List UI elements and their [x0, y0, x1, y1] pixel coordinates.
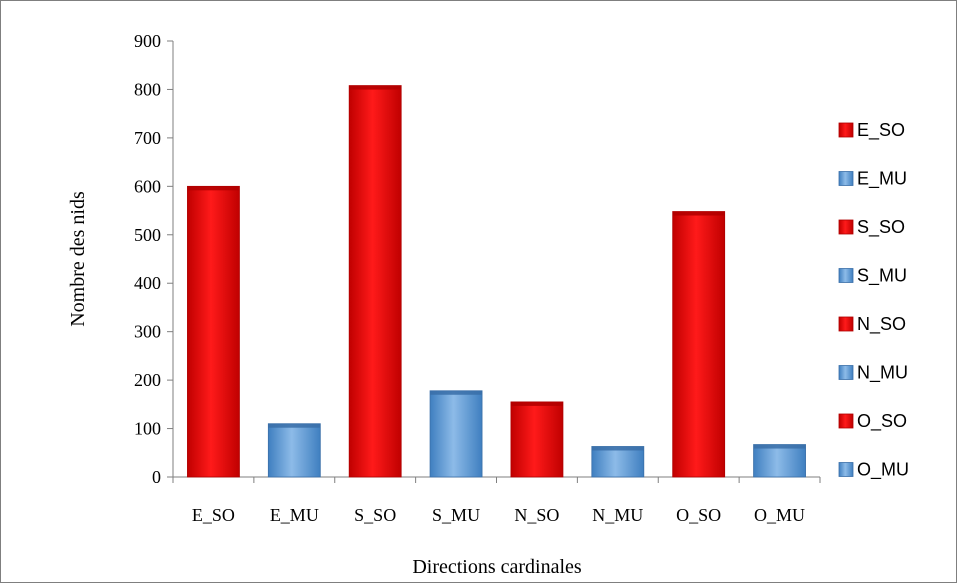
bar-body: [672, 211, 726, 478]
y-axis-title: Nombre des nids: [67, 191, 89, 327]
legend-swatch: [838, 462, 854, 477]
legend-item: N_SO: [838, 314, 906, 335]
bar-n-so: [510, 401, 564, 478]
y-tick-label: 700: [134, 128, 161, 148]
bar-top-cap: [753, 444, 806, 449]
legend-label: N_MU: [857, 363, 908, 384]
legend-swatch: [838, 316, 854, 332]
y-tick-label: 500: [134, 225, 161, 245]
y-tick-label: 100: [134, 419, 161, 439]
legend-swatch: [838, 171, 854, 186]
bar-top-cap: [510, 401, 563, 406]
legend-swatch: [838, 219, 854, 235]
y-tick-label: 200: [134, 370, 161, 390]
legend-item: O_MU: [838, 460, 909, 481]
bar-body: [187, 185, 240, 478]
legend-swatch: [838, 365, 854, 380]
bar-s-so: [348, 85, 402, 478]
bar-body: [348, 85, 402, 478]
x-tick-label: O_MU: [754, 505, 805, 525]
bar-n-mu: [591, 446, 645, 478]
bar-body: [429, 390, 483, 478]
legend-label: O_MU: [857, 460, 909, 481]
bar-top-cap: [672, 211, 725, 216]
y-tick-label: 300: [134, 322, 161, 342]
x-axis: E_SO E_MU S_SO S_MU N_SO N_MU O_SO O_MU: [172, 476, 821, 525]
legend-item: E_SO: [838, 120, 905, 141]
legend: E_SO E_MU S_SO S_MU N_SO N_MU O_SO O_MU: [838, 120, 909, 481]
bar-o-mu: [753, 444, 806, 478]
bar-top-cap: [591, 446, 644, 451]
bar-body: [753, 444, 806, 478]
legend-label: E_SO: [857, 120, 905, 141]
legend-swatch: [838, 268, 854, 283]
x-tick-label: S_SO: [354, 505, 396, 525]
bar-body: [267, 423, 321, 478]
x-tick-label: N_MU: [592, 505, 643, 525]
bar-e-so: [187, 185, 240, 478]
x-tick-label: O_SO: [676, 505, 721, 525]
bar-top-cap: [349, 85, 402, 90]
x-tick-label: E_SO: [192, 505, 235, 525]
legend-label: S_MU: [857, 266, 907, 287]
bar-e-mu: [267, 423, 321, 478]
legend-item: S_MU: [838, 266, 907, 287]
legend-item: O_SO: [838, 411, 907, 432]
bar-s-mu: [429, 390, 483, 478]
x-tick-label: E_MU: [270, 505, 319, 525]
y-tick-label: 600: [134, 176, 161, 196]
x-axis-title: Directions cardinales: [412, 556, 582, 578]
x-tick-label: S_MU: [432, 505, 480, 525]
y-tick-label: 900: [134, 31, 161, 51]
bar-body: [510, 401, 564, 478]
legend-item: S_SO: [838, 217, 905, 238]
legend-label: S_SO: [857, 217, 905, 238]
bar-body: [591, 446, 645, 478]
legend-label: N_SO: [857, 314, 906, 335]
bar-top-cap: [187, 186, 240, 191]
legend-swatch: [838, 122, 854, 138]
bar-o-so: [672, 211, 726, 478]
legend-label: E_MU: [857, 169, 907, 190]
legend-label: O_SO: [857, 411, 907, 432]
y-tick-label: 800: [134, 79, 161, 99]
bar-top-cap: [430, 390, 483, 395]
legend-item: N_MU: [838, 363, 908, 384]
y-tick-label: 400: [134, 273, 161, 293]
y-tick-label: 0: [152, 467, 161, 487]
legend-swatch: [838, 413, 854, 429]
y-axis: 0 100 200 300 400 500 600 700 800 900: [134, 31, 174, 487]
x-tick-label: N_SO: [514, 505, 559, 525]
bars: [187, 85, 806, 478]
bar-top-cap: [268, 423, 321, 428]
legend-item: E_MU: [838, 169, 907, 190]
